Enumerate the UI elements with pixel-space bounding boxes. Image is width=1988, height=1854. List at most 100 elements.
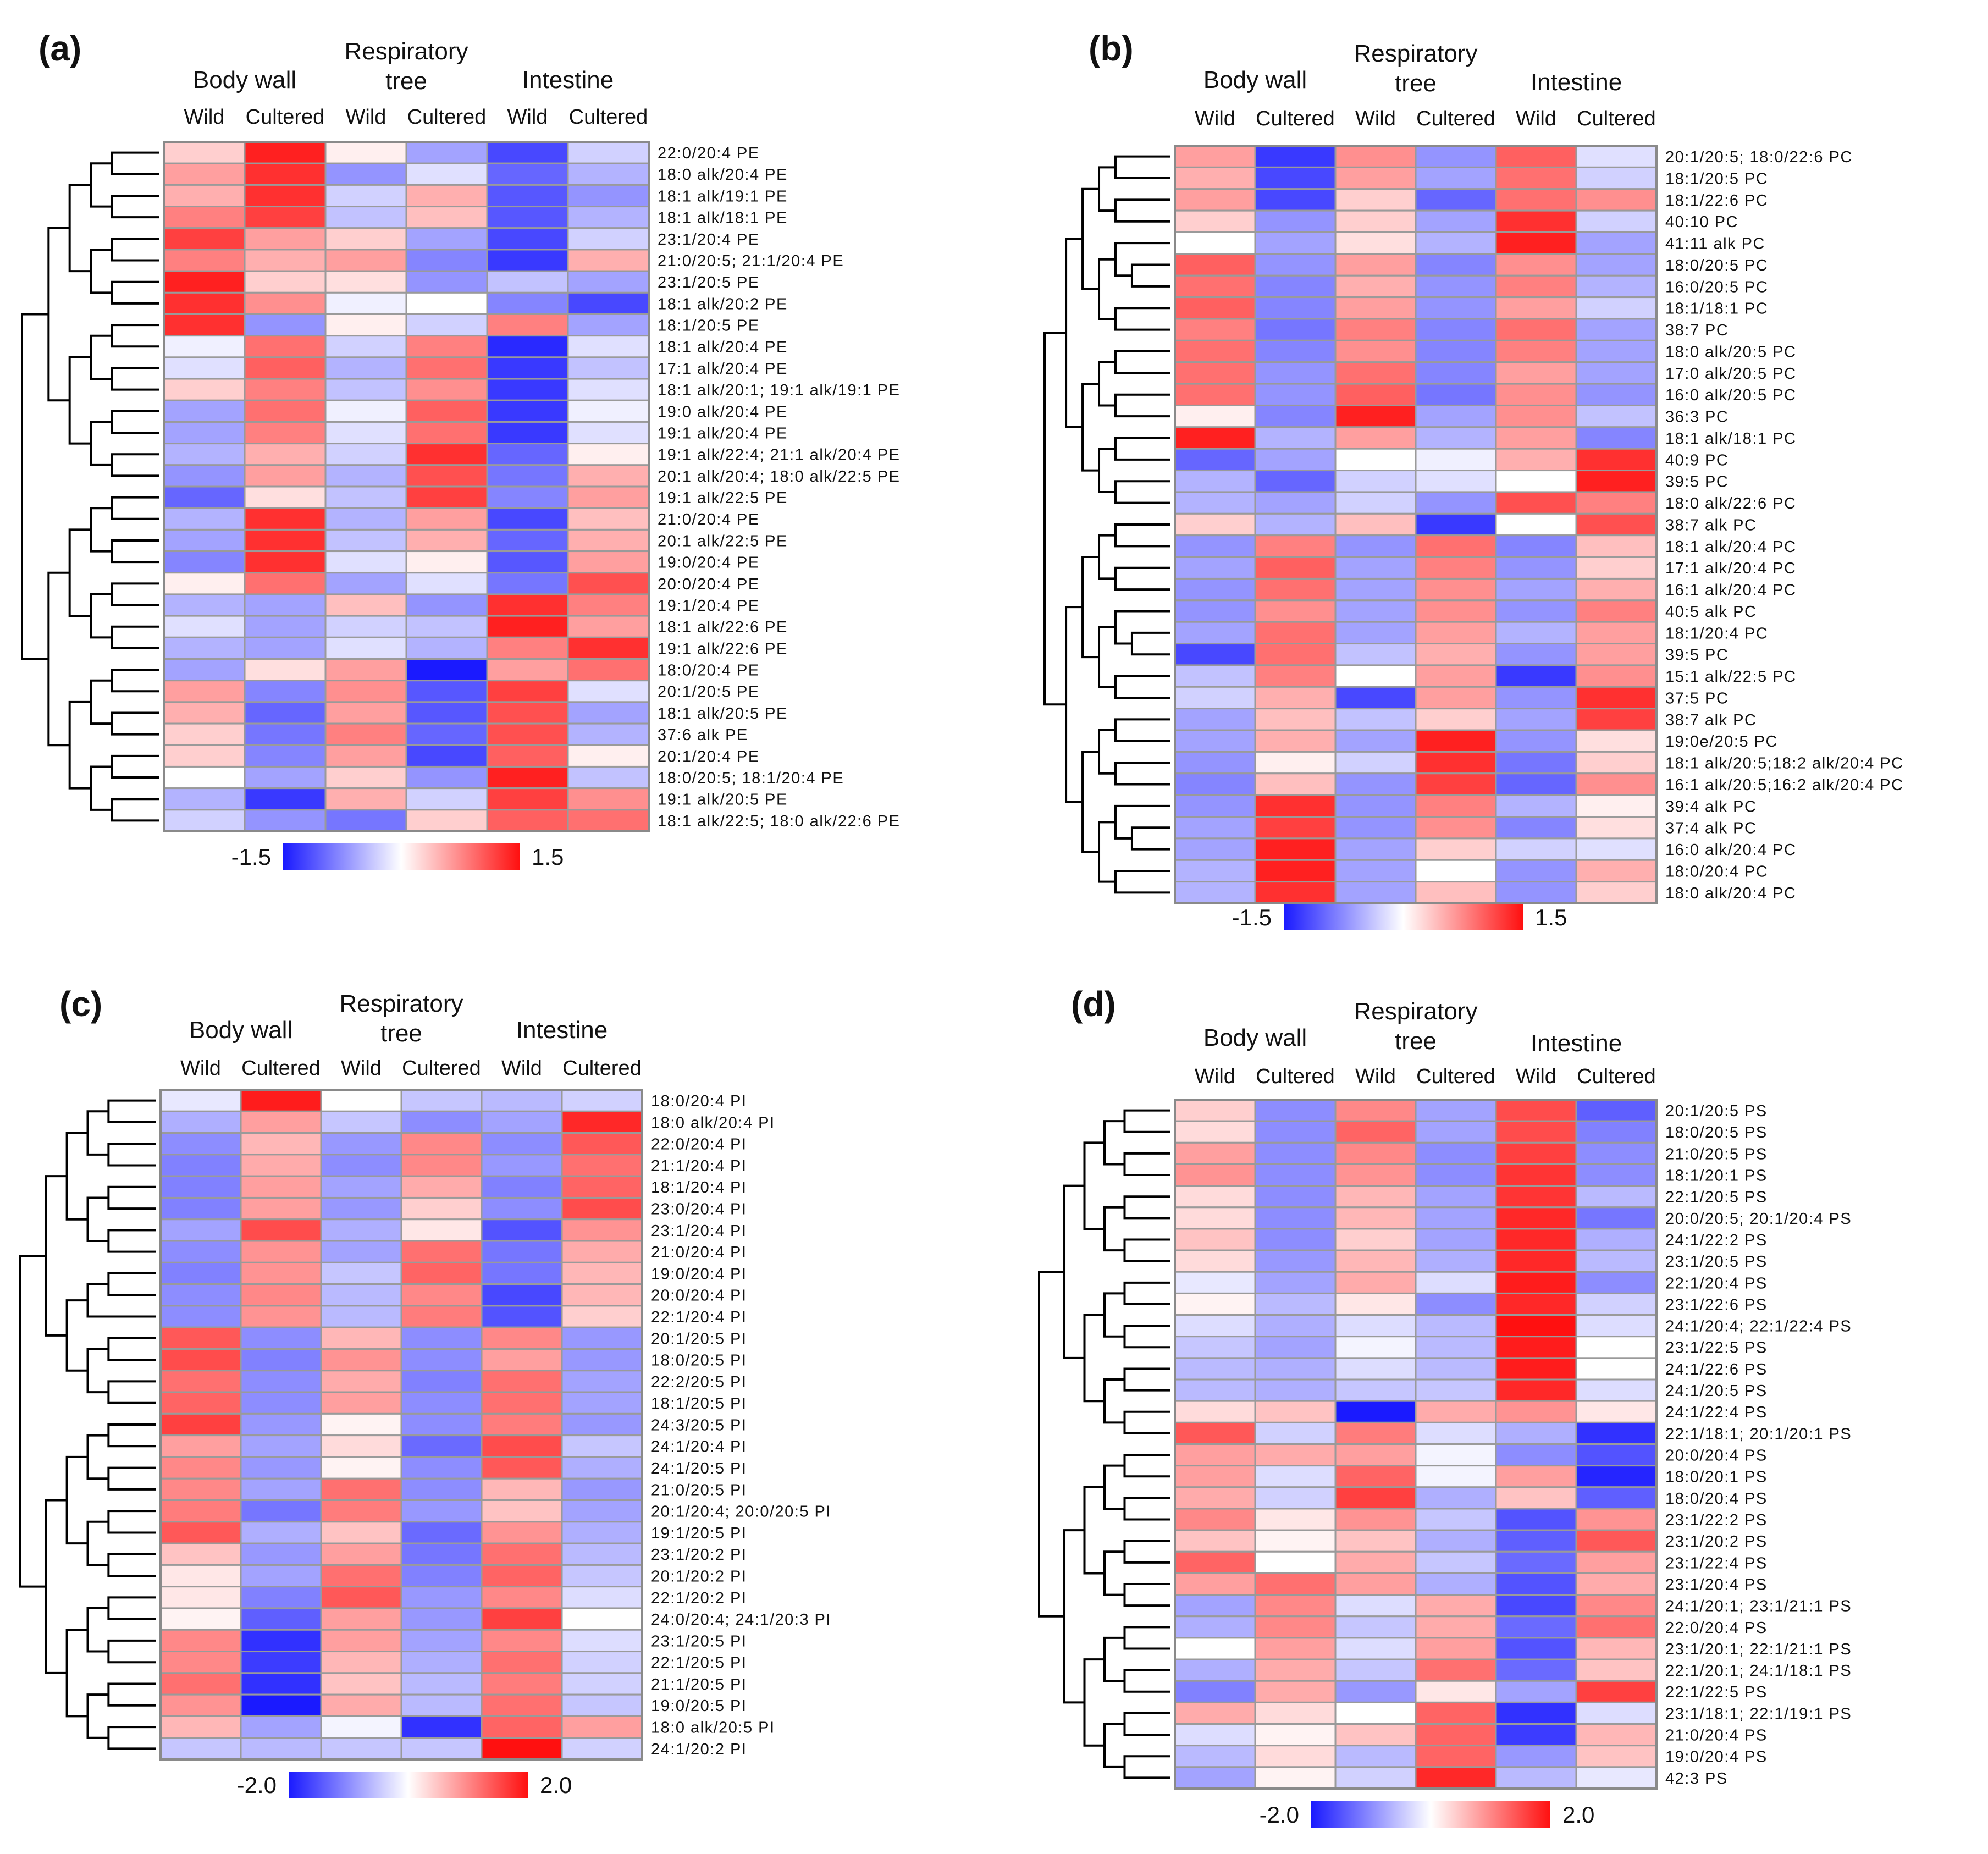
heatmap-cell [163, 249, 246, 272]
heatmap-cell [1334, 1594, 1417, 1618]
heatmap-cell [481, 1089, 563, 1112]
column-header: Cultered [1416, 107, 1495, 130]
heatmap-cell [481, 1629, 563, 1653]
heatmap-cell [1174, 1529, 1256, 1553]
dendrogram-branch [1098, 626, 1116, 688]
heatmap-cell [567, 464, 650, 488]
heatmap-cell [163, 636, 246, 660]
heatmap-cell [1254, 686, 1337, 710]
dendrogram-branch [65, 1455, 88, 1545]
heatmap-cell [400, 1586, 483, 1609]
heatmap-cell [400, 1521, 483, 1544]
heatmap-cell [405, 335, 488, 358]
dendrogram-branch [90, 593, 112, 639]
dendrogram-branch [1081, 556, 1100, 659]
row-label: 18:1/22:6 PC [1665, 192, 1768, 209]
heatmap-cell [1174, 404, 1256, 428]
heatmap-cell [1334, 1572, 1417, 1596]
row-label: 24:1/20:5 PI [651, 1460, 747, 1477]
heatmap-cell [1174, 1486, 1256, 1510]
heatmap-cell [561, 1672, 643, 1696]
heatmap-cell [1174, 1314, 1256, 1338]
row-label: 24:0/20:4; 24:1/20:3 PI [651, 1611, 831, 1629]
heatmap-cell [1575, 577, 1658, 602]
heatmap-cell [1575, 816, 1658, 840]
heatmap-cell [1254, 1228, 1337, 1251]
heatmap-cell [1575, 512, 1658, 537]
heatmap-cell [1575, 1141, 1658, 1165]
heatmap-cell [240, 1477, 322, 1502]
heatmap-cell [1174, 512, 1256, 537]
heatmap-cell [400, 1651, 483, 1674]
heatmap-cell [163, 335, 246, 358]
heatmap-cell [240, 1391, 322, 1415]
heatmap-cell [324, 680, 407, 703]
heatmap-cell [320, 1218, 402, 1242]
dendrogram-branch [90, 334, 112, 380]
heatmap-cell [1254, 1249, 1337, 1273]
heatmap-cell [1174, 1443, 1256, 1467]
heatmap-cell [1334, 1529, 1417, 1553]
heatmap-cell [1575, 296, 1658, 320]
dendrogram-branch [68, 184, 91, 273]
heatmap-cell [1254, 556, 1337, 580]
heatmap-cell [1495, 1292, 1577, 1316]
heatmap-cell [1415, 209, 1497, 233]
heatmap-cell [481, 1218, 563, 1242]
dendrogram-branch [65, 1132, 88, 1221]
dendrogram-branch [1130, 826, 1170, 851]
heatmap-cell [159, 1196, 242, 1221]
heatmap-cell [320, 1737, 402, 1761]
row-label: 23:1/20:5 PE [658, 274, 760, 291]
row-label: 18:1 alk/20:4 PC [1665, 538, 1796, 556]
heatmap-cell [163, 270, 246, 294]
heatmap-cell [1415, 1486, 1497, 1510]
heatmap-cell [1254, 274, 1337, 299]
heatmap-cell [1174, 470, 1256, 493]
heatmap-cell [1254, 794, 1337, 818]
dendrogram-branch [1103, 1550, 1125, 1596]
dendrogram-branch [90, 679, 112, 725]
dendrogram-branch [111, 367, 159, 391]
heatmap-cell [1415, 1163, 1497, 1187]
heatmap-cell [1575, 404, 1658, 428]
heatmap-cell [240, 1218, 322, 1242]
heatmap-cell [567, 680, 650, 703]
heatmap-cell [567, 485, 650, 509]
heatmap-cell [400, 1542, 483, 1566]
heatmap-cell [1174, 1572, 1256, 1596]
heatmap-cell [1174, 751, 1256, 775]
heatmap-cell [561, 1434, 643, 1458]
heatmap-cell [1575, 794, 1658, 818]
row-label: 18:0/20:4 PC [1665, 863, 1768, 880]
heatmap-cell [567, 507, 650, 531]
heatmap-cell [1334, 361, 1417, 385]
heatmap-cell [1415, 1357, 1497, 1381]
heatmap-cell [244, 744, 327, 768]
row-label: 18:1 alk/19:1 PE [658, 187, 788, 205]
heatmap-cell [1575, 491, 1658, 515]
column-header: Wild [341, 1057, 382, 1080]
heatmap-cell [486, 701, 569, 725]
heatmap-cell [320, 1564, 402, 1588]
heatmap-cell [1495, 296, 1577, 320]
heatmap-cell [561, 1629, 643, 1653]
heatmap-cell [1334, 1163, 1417, 1187]
heatmap-cell [159, 1283, 242, 1307]
heatmap-cell [405, 722, 488, 746]
row-label: 20:0/20:5; 20:1/20:4 PS [1665, 1210, 1852, 1228]
heatmap-cell [159, 1499, 242, 1523]
heatmap-cell [244, 313, 327, 337]
heatmap-cell [159, 1715, 242, 1739]
dendrogram-branch [90, 162, 112, 208]
heatmap-cell [567, 399, 650, 423]
heatmap-cell [1174, 794, 1256, 818]
heatmap-cell [1575, 166, 1658, 190]
heatmap-cell [567, 162, 650, 186]
heatmap-cell [1254, 231, 1337, 255]
scale-max-label: 1.5 [532, 844, 564, 870]
heatmap-cell [1334, 1099, 1417, 1122]
row-label: 38:7 PC [1665, 322, 1729, 339]
heatmap-cell [1415, 1249, 1497, 1273]
row-label: 37:4 alk PC [1665, 820, 1757, 837]
